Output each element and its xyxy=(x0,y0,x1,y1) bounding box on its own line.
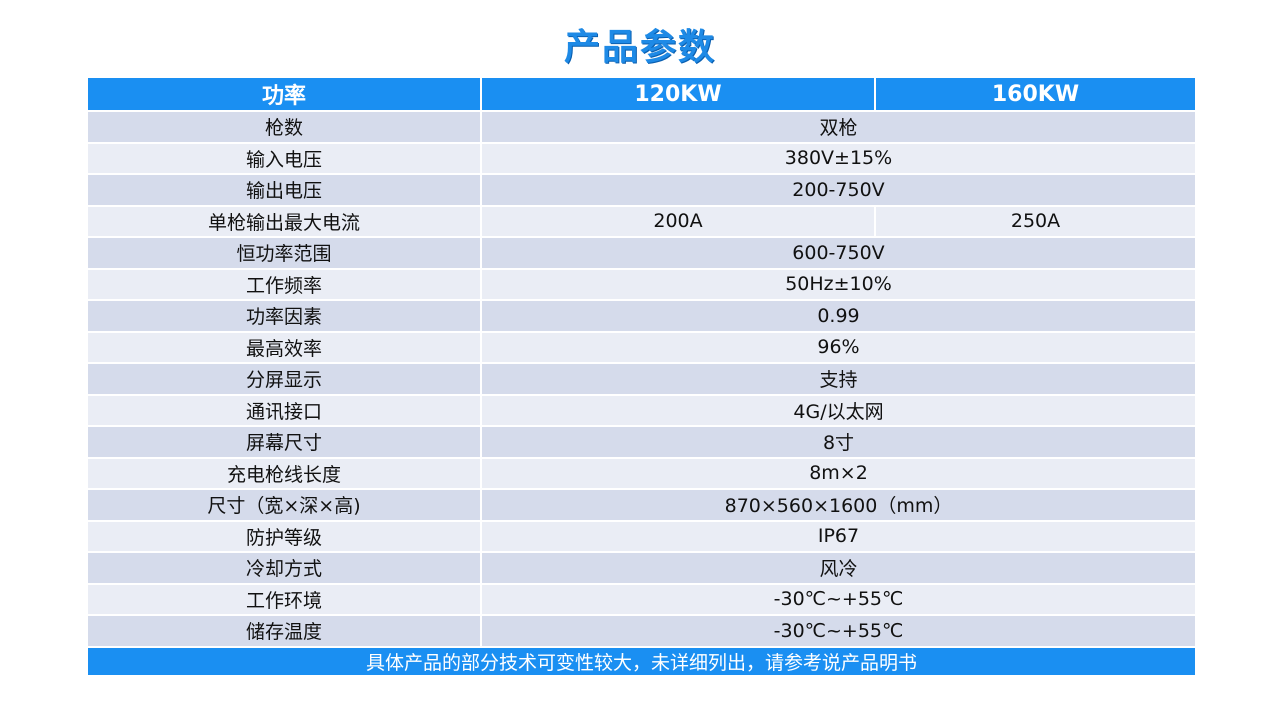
row-value: 0.99 xyxy=(480,299,1197,333)
row-value: 96% xyxy=(480,330,1197,364)
table-row: 枪数 双枪 xyxy=(86,110,1197,144)
row-value: 8寸 xyxy=(480,425,1197,459)
table-row: 最高效率 96% xyxy=(86,330,1197,364)
table-row: 输出电压 200-750V xyxy=(86,173,1197,207)
table-row: 充电枪线长度 8m×2 xyxy=(86,456,1197,490)
header-120kw: 120KW xyxy=(480,76,876,112)
row-value-120kw: 200A xyxy=(480,204,876,238)
table-row: 屏幕尺寸 8寸 xyxy=(86,425,1197,459)
row-value: 支持 xyxy=(480,362,1197,396)
table-row: 冷却方式 风冷 xyxy=(86,551,1197,585)
row-label: 最高效率 xyxy=(86,330,482,364)
row-value-160kw: 250A xyxy=(874,204,1197,238)
row-value: -30℃~+55℃ xyxy=(480,582,1197,616)
row-label: 充电枪线长度 xyxy=(86,456,482,490)
spec-table: 功率 120KW 160KW 枪数 双枪 输入电压 380V±15% 输出电压 … xyxy=(86,76,1197,677)
row-value: 870×560×1600（mm） xyxy=(480,488,1197,522)
row-value: 风冷 xyxy=(480,551,1197,585)
row-value: 8m×2 xyxy=(480,456,1197,490)
row-label: 冷却方式 xyxy=(86,551,482,585)
table-row: 通讯接口 4G/以太网 xyxy=(86,393,1197,427)
table-header-row: 功率 120KW 160KW xyxy=(86,76,1197,112)
row-label: 输出电压 xyxy=(86,173,482,207)
row-value: 380V±15% xyxy=(480,141,1197,175)
row-value: 200-750V xyxy=(480,173,1197,207)
row-label: 尺寸（宽×深×高) xyxy=(86,488,482,522)
table-row: 恒功率范围 600-750V xyxy=(86,236,1197,270)
table-row: 输入电压 380V±15% xyxy=(86,141,1197,175)
row-label: 功率因素 xyxy=(86,299,482,333)
row-label: 工作频率 xyxy=(86,267,482,301)
row-value: 4G/以太网 xyxy=(480,393,1197,427)
row-label: 屏幕尺寸 xyxy=(86,425,482,459)
row-value: 600-750V xyxy=(480,236,1197,270)
row-label: 单枪输出最大电流 xyxy=(86,204,482,238)
row-value: 50Hz±10% xyxy=(480,267,1197,301)
table-row: 单枪输出最大电流 200A 250A xyxy=(86,204,1197,238)
footer-note: 具体产品的部分技术可变性较大，未详细列出，请参考说产品明书 xyxy=(86,645,1197,677)
row-label: 恒功率范围 xyxy=(86,236,482,270)
table-row: 尺寸（宽×深×高) 870×560×1600（mm） xyxy=(86,488,1197,522)
table-row: 工作频率 50Hz±10% xyxy=(86,267,1197,301)
table-row: 防护等级 IP67 xyxy=(86,519,1197,553)
table-row: 工作环境 -30℃~+55℃ xyxy=(86,582,1197,616)
row-label: 枪数 xyxy=(86,110,482,144)
row-value: IP67 xyxy=(480,519,1197,553)
row-value: 双枪 xyxy=(480,110,1197,144)
row-label: 分屏显示 xyxy=(86,362,482,396)
footer-row: 具体产品的部分技术可变性较大，未详细列出，请参考说产品明书 xyxy=(86,645,1197,677)
table-row: 分屏显示 支持 xyxy=(86,362,1197,396)
row-label: 储存温度 xyxy=(86,614,482,648)
row-label: 防护等级 xyxy=(86,519,482,553)
table-row: 储存温度 -30℃~+55℃ xyxy=(86,614,1197,648)
row-label: 工作环境 xyxy=(86,582,482,616)
header-power: 功率 xyxy=(86,76,482,112)
row-label: 通讯接口 xyxy=(86,393,482,427)
row-value: -30℃~+55℃ xyxy=(480,614,1197,648)
table-row: 功率因素 0.99 xyxy=(86,299,1197,333)
page-title: 产品参数 xyxy=(563,27,716,68)
row-label: 输入电压 xyxy=(86,141,482,175)
header-160kw: 160KW xyxy=(874,76,1197,112)
